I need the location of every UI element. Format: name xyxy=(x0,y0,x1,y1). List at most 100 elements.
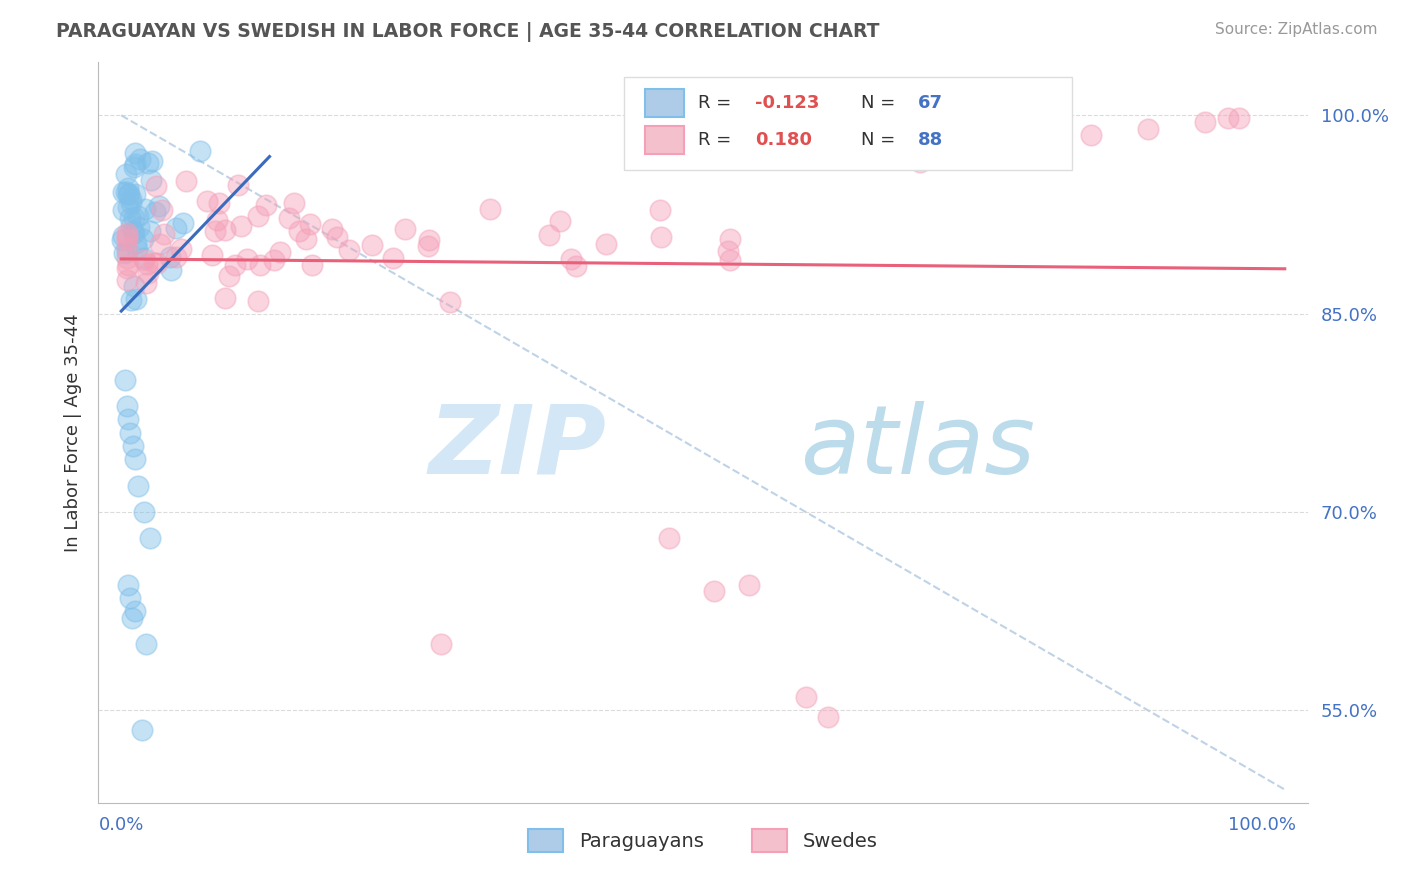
Point xyxy=(794,690,817,704)
Text: R =: R = xyxy=(699,131,737,149)
Text: ZIP: ZIP xyxy=(429,401,606,494)
Point xyxy=(382,251,405,265)
Point xyxy=(287,223,309,237)
Point xyxy=(141,154,163,169)
Point xyxy=(136,266,159,280)
Point xyxy=(204,224,226,238)
Point xyxy=(127,478,149,492)
Point xyxy=(429,637,451,651)
Text: -0.123: -0.123 xyxy=(755,95,820,112)
Point xyxy=(1216,111,1239,125)
Point xyxy=(117,181,139,195)
Point xyxy=(229,219,252,234)
Point xyxy=(159,262,181,277)
Point xyxy=(115,226,138,240)
Point xyxy=(538,227,561,242)
Point xyxy=(132,232,155,246)
Point xyxy=(908,154,931,169)
Point xyxy=(132,251,155,265)
Text: 0.180: 0.180 xyxy=(755,131,813,149)
Point xyxy=(174,174,197,188)
Point xyxy=(149,237,172,252)
Point xyxy=(120,293,142,308)
Point xyxy=(439,294,461,309)
Point xyxy=(124,146,146,161)
Point xyxy=(131,723,153,737)
Point xyxy=(295,232,318,246)
Point xyxy=(115,251,138,265)
Point xyxy=(120,195,142,210)
Point xyxy=(208,195,231,210)
Point xyxy=(120,219,142,233)
Point xyxy=(564,259,586,273)
Point xyxy=(235,252,257,266)
Point xyxy=(117,186,139,201)
Point xyxy=(214,223,236,237)
Point xyxy=(125,235,148,250)
Text: 67: 67 xyxy=(918,95,943,112)
Point xyxy=(141,173,163,187)
Point xyxy=(718,232,741,246)
Bar xyxy=(645,126,683,154)
Point xyxy=(111,185,134,199)
Point xyxy=(416,238,439,252)
Point xyxy=(136,155,159,169)
Point xyxy=(361,237,384,252)
Text: R =: R = xyxy=(699,95,737,112)
Point xyxy=(120,211,142,226)
Point xyxy=(127,209,149,223)
Point xyxy=(263,253,285,268)
Point xyxy=(224,258,246,272)
Point xyxy=(115,185,138,199)
Text: Source: ZipAtlas.com: Source: ZipAtlas.com xyxy=(1215,22,1378,37)
Point xyxy=(115,244,138,259)
Text: atlas: atlas xyxy=(800,401,1035,494)
Point xyxy=(648,203,671,218)
Point xyxy=(124,186,146,201)
Point xyxy=(703,584,725,599)
Point xyxy=(117,200,139,214)
Point xyxy=(254,198,277,212)
Point xyxy=(1194,115,1216,129)
Point xyxy=(172,216,194,230)
Point xyxy=(117,412,139,426)
Point xyxy=(301,258,323,272)
Point xyxy=(966,148,988,162)
Point xyxy=(143,205,166,219)
Point xyxy=(115,167,138,181)
Point xyxy=(132,252,155,267)
Point xyxy=(1136,121,1159,136)
Point xyxy=(117,258,139,272)
Point xyxy=(132,505,155,519)
Point xyxy=(737,577,759,591)
Point xyxy=(124,292,146,306)
Point xyxy=(170,243,193,257)
Point xyxy=(115,233,138,247)
Point xyxy=(142,255,165,269)
Point xyxy=(548,214,571,228)
Point xyxy=(205,212,228,227)
Point xyxy=(1227,111,1250,125)
Point xyxy=(658,532,681,546)
Point xyxy=(218,269,240,284)
Text: PARAGUAYAN VS SWEDISH IN LABOR FORCE | AGE 35-44 CORRELATION CHART: PARAGUAYAN VS SWEDISH IN LABOR FORCE | A… xyxy=(56,22,880,42)
Point xyxy=(124,604,146,618)
Point xyxy=(201,248,224,262)
Point xyxy=(120,193,142,207)
Point xyxy=(122,279,145,293)
Point xyxy=(135,277,157,291)
Point xyxy=(111,228,134,243)
Text: 88: 88 xyxy=(918,131,943,149)
Bar xyxy=(645,89,683,117)
Point xyxy=(246,293,269,308)
Point xyxy=(124,157,146,171)
Point xyxy=(129,153,152,167)
Point xyxy=(283,195,305,210)
Point xyxy=(112,245,135,260)
Point xyxy=(115,228,138,243)
Point xyxy=(650,230,672,244)
Point xyxy=(127,242,149,256)
Point xyxy=(136,257,159,271)
Legend: Paraguayans, Swedes: Paraguayans, Swedes xyxy=(520,822,886,860)
Point xyxy=(479,202,502,216)
